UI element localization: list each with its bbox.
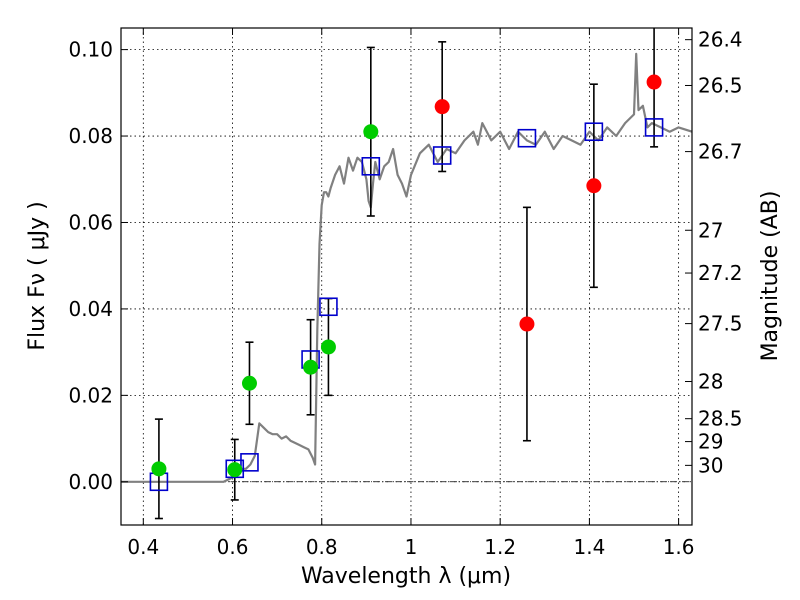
y-axis-label: Flux Fν ( μJy ) <box>25 201 50 350</box>
y-tick-label: 0.00 <box>68 470 113 494</box>
observed-flux-point <box>519 316 535 332</box>
magnitude-tick-label: 27 <box>698 218 723 242</box>
observed-flux-point <box>227 462 243 478</box>
x-tick-label: 1 <box>405 535 418 559</box>
model-photometry-point <box>361 156 381 176</box>
grid-lines <box>121 28 692 525</box>
x-tick-label: 0.6 <box>217 535 249 559</box>
y-tick-labels: 0.00 0.02 0.04 0.06 0.08 0.10 <box>68 38 113 494</box>
model-photometry-point <box>584 122 604 142</box>
plot-frame <box>120 27 693 526</box>
y-tick-label: 0.08 <box>68 124 113 148</box>
model-photometry-point <box>240 453 259 472</box>
magnitude-tick-label: 26.4 <box>698 28 743 52</box>
x-tick-label: 1.2 <box>484 535 516 559</box>
axis-ticks <box>121 28 692 525</box>
observed-flux-point <box>646 74 662 90</box>
observed-flux-point <box>303 359 319 375</box>
x-tick-labels: 0.4 0.6 0.8 1 1.2 1.4 1.6 <box>127 535 694 559</box>
observed-flux-point <box>363 124 379 140</box>
x-tick-label: 0.4 <box>127 535 159 559</box>
model-photometry-point <box>517 128 537 148</box>
observed-flux-point <box>241 375 257 391</box>
observed-flux-point <box>586 178 602 194</box>
magnitude-tick-label: 28 <box>698 370 723 394</box>
magnitude-tick-label: 30 <box>698 453 723 477</box>
plot-area <box>121 28 692 525</box>
model-photometry-point <box>225 459 245 479</box>
model-photometry-point <box>319 297 338 317</box>
observed-photometry-series <box>151 74 662 478</box>
x-axis-label: Wavelength λ (μm) <box>301 564 511 589</box>
magnitude-tick-label: 27.2 <box>698 261 743 285</box>
observed-flux-point <box>434 99 450 115</box>
magnitude-tick-label: 27.5 <box>698 312 743 336</box>
x-tick-label: 1.4 <box>573 535 605 559</box>
x-tick-label: 1.6 <box>663 535 695 559</box>
y-tick-label: 0.06 <box>68 210 113 234</box>
magnitude-tick-label: 26.7 <box>698 140 743 164</box>
magnitude-tick-label: 29 <box>698 430 723 454</box>
model-spectrum <box>121 52 692 483</box>
model-spectrum-line <box>121 52 692 483</box>
observed-flux-point <box>320 339 336 355</box>
x-tick-label: 0.8 <box>306 535 338 559</box>
y-tick-label: 0.10 <box>68 38 113 62</box>
y-tick-label: 0.02 <box>68 383 113 407</box>
y-tick-label: 0.04 <box>68 297 113 321</box>
model-photometry-point <box>644 118 664 137</box>
model-photometry-point <box>432 146 452 165</box>
magnitude-tick-label: 28.5 <box>698 407 743 431</box>
observed-flux-point <box>151 461 167 477</box>
y2-axis-label: Magnitude (AB) <box>758 191 783 362</box>
magnitude-tick-label: 26.5 <box>698 73 743 97</box>
